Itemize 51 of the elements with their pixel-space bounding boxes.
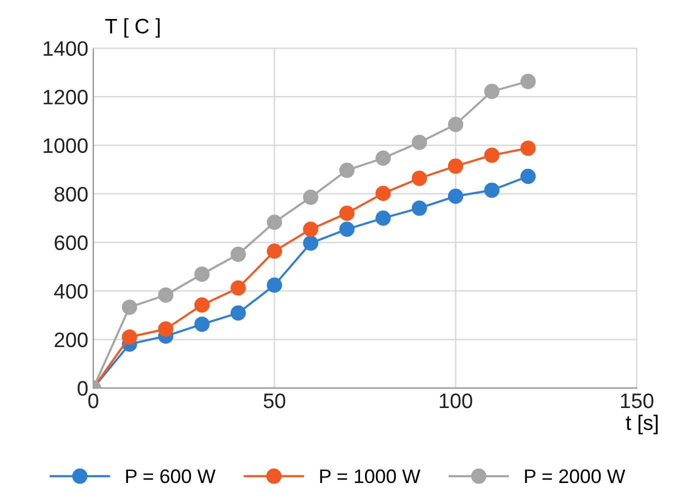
y-tick-label: 400 (54, 284, 88, 299)
y-tick-label: 1000 (44, 138, 88, 154)
x-tick-label: 50 (264, 393, 286, 408)
point (266, 243, 282, 259)
point (484, 84, 500, 100)
point (266, 214, 282, 230)
point (448, 116, 464, 132)
point (122, 300, 138, 315)
x-tick-label: 150 (621, 393, 654, 408)
point (303, 190, 318, 205)
y-tick-label: 1200 (44, 90, 88, 104)
point (303, 235, 318, 251)
y-tick-label: 1400 (44, 41, 88, 56)
y-tick-label: 200 (54, 332, 88, 348)
legend-label: P = 2000 W (525, 469, 626, 484)
point (448, 158, 464, 174)
point (303, 222, 318, 237)
point (412, 134, 428, 150)
point (266, 277, 282, 293)
y-axis-title: T [ C ] (105, 18, 160, 38)
point (122, 329, 138, 345)
point (520, 74, 536, 90)
x-axis-title: t [s] (626, 414, 658, 434)
point (230, 305, 246, 321)
point (230, 280, 246, 296)
point (158, 287, 174, 303)
point (448, 188, 464, 204)
point (339, 206, 355, 221)
x-tick-label: 0 (88, 393, 98, 408)
point (412, 200, 428, 216)
y-tick-label: 800 (54, 186, 88, 202)
point (376, 186, 391, 201)
point (376, 150, 391, 166)
legend-label: P = 1000 W (320, 469, 420, 484)
point (230, 246, 246, 262)
point (484, 148, 500, 163)
point (339, 162, 355, 178)
point (194, 316, 210, 332)
point (412, 170, 428, 186)
point (484, 182, 500, 198)
y-tick-label: 0 (78, 381, 88, 396)
legend-label: P = 600 W (126, 469, 216, 484)
x-tick-label: 100 (440, 393, 472, 408)
point (520, 140, 536, 156)
point (158, 321, 174, 337)
point (194, 266, 210, 282)
point (339, 222, 355, 237)
point (194, 297, 210, 313)
point (376, 210, 391, 226)
point (520, 168, 536, 184)
y-tick-label: 600 (54, 235, 88, 250)
